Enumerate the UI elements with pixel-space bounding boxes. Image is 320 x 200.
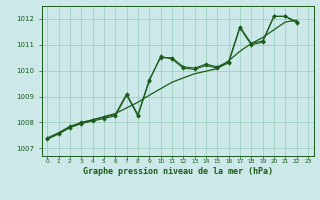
X-axis label: Graphe pression niveau de la mer (hPa): Graphe pression niveau de la mer (hPa) [83,167,273,176]
